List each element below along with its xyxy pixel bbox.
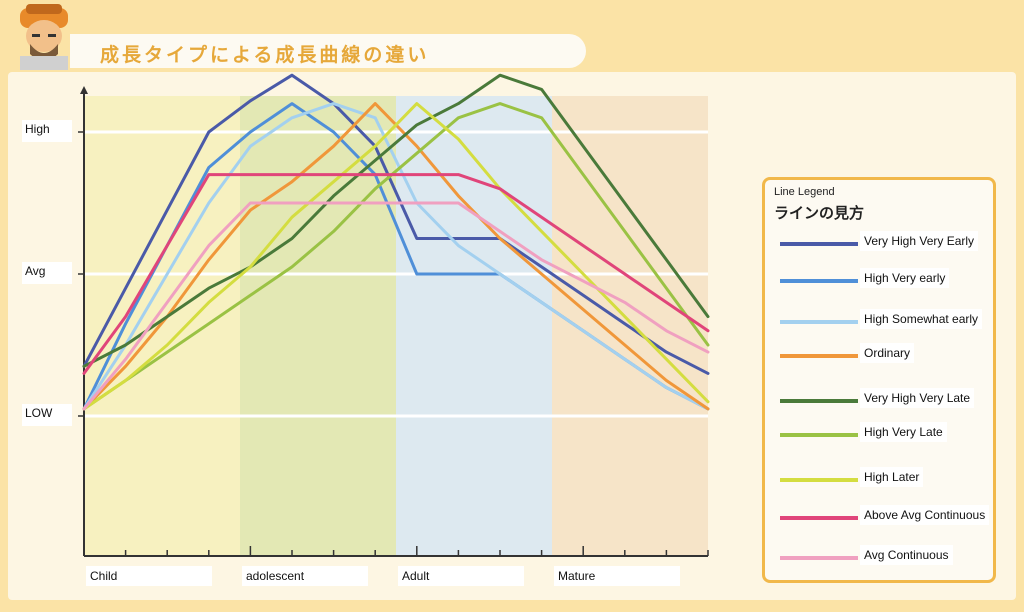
series-line — [82, 201, 710, 411]
legend-item: Ordinary — [780, 341, 980, 371]
legend-swatch — [780, 320, 858, 324]
legend-label: Very High Very Late — [860, 388, 975, 408]
category-band — [396, 96, 552, 556]
legend-item: Avg Continuous — [780, 543, 980, 573]
y-tick-label: LOW — [22, 404, 72, 426]
legend-caption: Line Legend — [774, 186, 835, 198]
legend-swatch — [780, 399, 858, 403]
legend-label: High Somewhat early — [860, 309, 983, 329]
legend-label: Very High Very Early — [860, 231, 979, 251]
title-banner — [70, 34, 586, 68]
x-category-label: Adult — [398, 566, 524, 586]
series-line — [82, 102, 710, 411]
legend-item: Very High Very Late — [780, 386, 980, 416]
x-category-label: Mature — [554, 566, 680, 586]
y-tick-label: Avg — [22, 262, 72, 284]
legend-swatch — [780, 279, 858, 283]
legend-item: Very High Very Early — [780, 229, 980, 259]
legend-label: High Very early — [860, 268, 950, 288]
legend-label: Above Avg Continuous — [860, 505, 990, 525]
series-line — [82, 102, 710, 411]
legend-label: High Later — [860, 467, 924, 487]
y-axis-arrow-icon — [80, 86, 88, 94]
y-tick-label: High — [22, 120, 72, 142]
series-line — [82, 102, 710, 411]
character-avatar-icon — [20, 4, 68, 70]
legend-label: Avg Continuous — [860, 545, 953, 565]
page-title: 成長タイプによる成長曲線の違い — [100, 44, 430, 66]
x-category-label: adolescent — [242, 566, 368, 586]
x-category-label: Child — [86, 566, 212, 586]
legend-swatch — [780, 242, 858, 246]
legend-item: High Later — [780, 465, 980, 495]
category-band — [240, 96, 396, 556]
legend-swatch — [780, 354, 858, 358]
legend-swatch — [780, 478, 858, 482]
legend-item: High Very Late — [780, 420, 980, 450]
legend-swatch — [780, 433, 858, 437]
legend-item: High Somewhat early — [780, 307, 983, 337]
category-band — [84, 96, 240, 556]
legend-label: Ordinary — [860, 343, 915, 363]
legend-item: Above Avg Continuous — [780, 503, 990, 533]
legend-title: ラインの見方 — [774, 204, 865, 222]
series-line — [82, 173, 710, 375]
series-line — [82, 73, 710, 375]
legend-swatch — [780, 556, 858, 560]
legend-swatch — [780, 516, 858, 520]
legend-label: High Very Late — [860, 422, 947, 442]
series-line — [82, 73, 710, 368]
legend-item: High Very early — [780, 266, 980, 296]
